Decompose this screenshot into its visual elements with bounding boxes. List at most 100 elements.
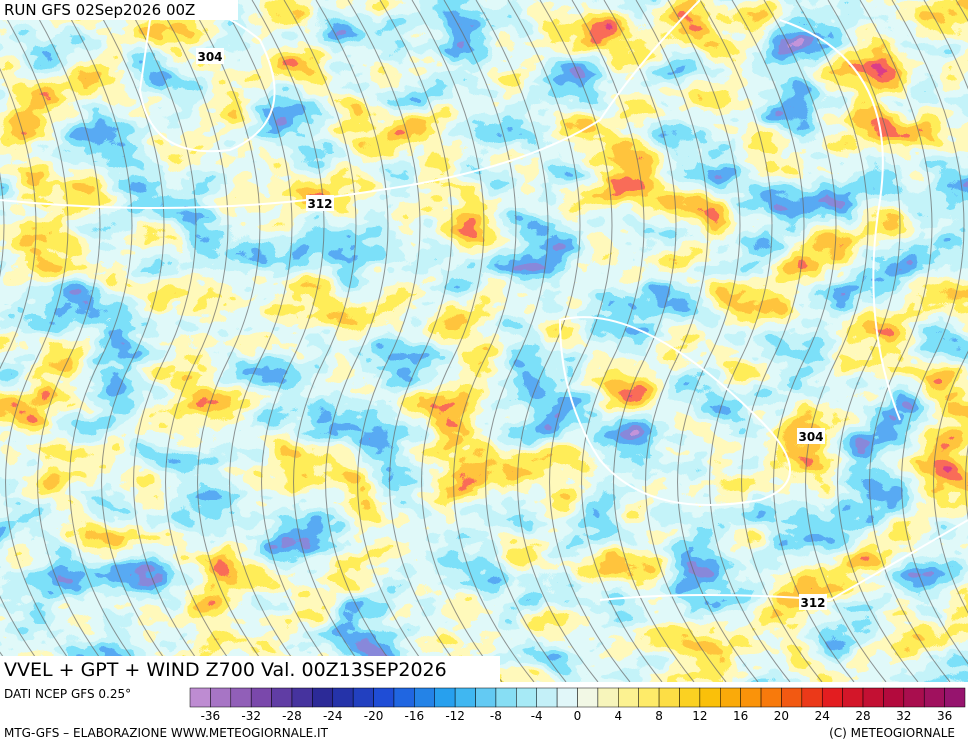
streamline: [0, 5, 87, 683]
colorbar-tick-label: 24: [815, 709, 830, 723]
colorbar-swatch: [720, 687, 741, 708]
colorbar-swatch: [638, 687, 660, 708]
streamline: [123, 0, 215, 683]
run-label: RUN GFS 02Sep2026 00Z: [4, 1, 195, 19]
colorbar-swatch: [516, 687, 537, 708]
colorbar-tick-label: 28: [855, 709, 870, 723]
colorbar-swatch: [210, 687, 232, 708]
colorbar-swatch: [679, 687, 701, 708]
contour-label-bg: [306, 195, 334, 211]
colorbar-swatch: [291, 687, 313, 708]
colorbar-tick-label: 12: [692, 709, 707, 723]
colorbar-swatch: [842, 687, 864, 708]
streamline: [635, 0, 727, 683]
contour-label-bg: [799, 594, 827, 610]
colorbar-swatch: [740, 687, 762, 708]
colorbar-tick-label: 16: [733, 709, 748, 723]
colorbar-tick-label: -36: [201, 709, 221, 723]
colorbar-swatch: [536, 687, 558, 708]
colorbar-tick-label: 36: [937, 709, 952, 723]
colorbar-swatch: [393, 687, 415, 708]
colorbar-swatch: [230, 687, 252, 708]
streamline: [283, 0, 375, 683]
contour-label: 312: [307, 197, 332, 211]
streamline: [443, 0, 535, 683]
colorbar-tick-label: -24: [323, 709, 343, 723]
colorbar-swatch: [189, 687, 211, 708]
colorbar-swatch: [883, 687, 905, 708]
streamline: [155, 0, 247, 683]
footer-left: MTG-GFS – ELABORAZIONE WWW.METEOGIORNALE…: [4, 726, 329, 740]
colorbar-swatch: [760, 687, 782, 708]
streamline: [411, 0, 503, 683]
colorbar-swatch: [618, 687, 639, 708]
colorbar-swatch: [454, 687, 476, 708]
source-label: DATI NCEP GFS 0.25°: [4, 687, 131, 701]
colorbar-tick-label: -12: [445, 709, 465, 723]
streamline: [347, 0, 439, 683]
contour-label: 304: [197, 50, 222, 64]
colorbar-tick-label: -4: [531, 709, 543, 723]
streamline: [859, 0, 951, 683]
colorbar-swatch: [250, 687, 272, 708]
colorbar-swatch: [699, 687, 721, 708]
colorbar-swatch: [658, 687, 680, 708]
colorbar-swatch: [312, 687, 334, 708]
streamline: [603, 0, 695, 683]
streamline: [507, 0, 599, 683]
colorbar-swatch: [271, 687, 293, 708]
colorbar-swatch: [434, 687, 456, 708]
streamline: [795, 0, 887, 683]
streamline: [763, 0, 855, 683]
streamline: [827, 0, 919, 683]
streamline: [27, 0, 119, 683]
streamline: [219, 0, 311, 683]
colorbar-tick-label: -32: [241, 709, 261, 723]
colorbar-tick-label: -16: [405, 709, 425, 723]
streamline: [731, 0, 823, 683]
colorbar: -36 -32 -28 -24 -20 -16 -12 -8 -4 0 4 8 12 16 20 24 28 32…: [189, 687, 966, 723]
streamline: [475, 0, 567, 683]
colorbar-swatch: [332, 687, 354, 708]
colorbar-swatch: [373, 687, 395, 708]
colorbar-swatch: [495, 687, 517, 708]
colorbar-swatch: [923, 687, 945, 708]
colorbar-tick-label: 0: [574, 709, 582, 723]
colorbar-swatch: [597, 687, 619, 708]
colorbar-swatch: [577, 687, 599, 708]
streamline: [667, 0, 759, 683]
colorbar-swatch: [352, 687, 374, 708]
colorbar-swatch: [414, 687, 435, 708]
colorbar-tick-label: 32: [896, 709, 911, 723]
contour-labels: 304 312 304 312: [196, 48, 827, 610]
vvel-field: [0, 0, 968, 682]
colorbar-swatch: [781, 687, 803, 708]
colorbar-tick-label: 8: [655, 709, 663, 723]
contour-label: 304: [798, 430, 823, 444]
colorbar-tick-label: 20: [774, 709, 789, 723]
streamline: [891, 0, 968, 665]
colorbar-swatch: [556, 687, 578, 708]
contour-label-bg: [797, 428, 825, 444]
colorbar-swatch: [821, 687, 843, 708]
streamline: [0, 68, 55, 683]
streamline: [571, 0, 663, 683]
streamline: [923, 0, 968, 614]
colorbar-tick-label: -28: [282, 709, 302, 723]
run-box: [0, 0, 238, 20]
streamline: [315, 0, 407, 683]
streamline: [59, 0, 151, 683]
colorbar-swatch: [862, 687, 884, 708]
colorbar-tick-label: -8: [490, 709, 502, 723]
colorbar-tick-label: 4: [614, 709, 622, 723]
contour-label-bg: [196, 48, 224, 64]
streamline: [699, 0, 791, 683]
colorbar-tick-label: -20: [364, 709, 384, 723]
map-title: VVEL + GPT + WIND Z700 Val. 00Z13SEP2026: [4, 659, 447, 681]
colorbar-swatch: [801, 687, 823, 708]
colorbar-swatch: [903, 687, 925, 708]
colorbar-swatch: [944, 687, 966, 708]
title-box: [0, 656, 500, 682]
